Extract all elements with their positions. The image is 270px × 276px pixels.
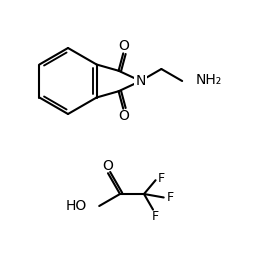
Text: F: F — [151, 210, 158, 223]
Text: F: F — [167, 191, 174, 204]
Text: F: F — [158, 172, 165, 185]
Text: O: O — [103, 159, 113, 173]
Text: O: O — [118, 39, 129, 53]
Text: N: N — [135, 74, 146, 88]
Text: NH₂: NH₂ — [195, 73, 221, 87]
Text: O: O — [118, 109, 129, 123]
Text: HO: HO — [66, 199, 87, 213]
